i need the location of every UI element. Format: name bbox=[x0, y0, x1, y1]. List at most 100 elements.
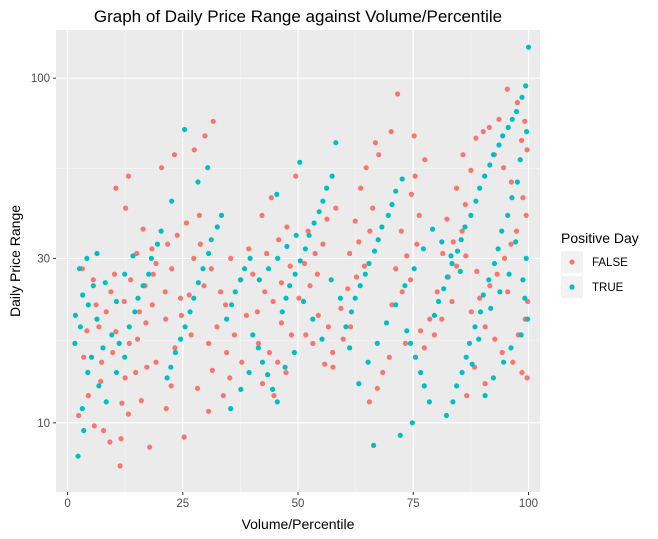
point-false bbox=[162, 289, 168, 295]
point-false bbox=[322, 361, 328, 367]
point-false bbox=[255, 340, 261, 346]
point-true bbox=[525, 44, 532, 50]
point-false bbox=[523, 212, 529, 218]
point-true bbox=[102, 280, 108, 286]
point-true bbox=[383, 320, 390, 326]
point-true bbox=[473, 198, 479, 204]
point-false bbox=[510, 359, 516, 365]
point-true bbox=[385, 212, 391, 218]
point-true bbox=[488, 305, 494, 311]
point-false bbox=[76, 412, 82, 419]
point-false bbox=[224, 349, 230, 356]
point-true bbox=[491, 260, 497, 267]
point-true bbox=[270, 386, 276, 392]
point-false bbox=[134, 250, 140, 257]
point-true bbox=[172, 349, 178, 356]
point-true bbox=[302, 246, 308, 252]
point-false bbox=[266, 349, 272, 356]
point-true bbox=[282, 364, 288, 370]
point-true bbox=[320, 198, 326, 204]
point-true bbox=[352, 295, 358, 301]
point-true bbox=[490, 152, 496, 158]
point-true bbox=[297, 159, 303, 165]
point-false bbox=[524, 147, 530, 153]
point-true bbox=[255, 345, 261, 351]
point-false bbox=[487, 283, 493, 289]
point-false bbox=[450, 239, 456, 245]
point-true bbox=[468, 212, 474, 218]
point-false bbox=[494, 271, 500, 277]
point-true bbox=[214, 224, 220, 230]
point-true bbox=[279, 309, 285, 315]
point-true bbox=[206, 250, 212, 257]
legend-label-true: TRUE bbox=[592, 282, 624, 294]
point-false bbox=[314, 271, 320, 277]
point-true bbox=[187, 309, 193, 315]
point-false bbox=[125, 411, 131, 417]
point-false bbox=[474, 268, 480, 274]
point-false bbox=[165, 241, 171, 247]
point-false bbox=[422, 157, 428, 163]
point-false bbox=[186, 292, 192, 298]
point-true bbox=[523, 255, 529, 261]
point-true bbox=[343, 324, 349, 330]
point-true bbox=[490, 375, 496, 381]
point-true bbox=[375, 237, 381, 243]
point-true bbox=[85, 369, 91, 376]
point-true bbox=[457, 268, 463, 274]
point-false bbox=[486, 124, 492, 130]
point-true bbox=[195, 280, 201, 286]
point-true bbox=[113, 369, 119, 376]
point-true bbox=[426, 399, 432, 405]
point-false bbox=[178, 312, 184, 318]
point-true bbox=[259, 359, 266, 365]
point-true bbox=[238, 386, 244, 392]
point-true bbox=[509, 116, 515, 122]
point-true bbox=[140, 283, 146, 289]
point-false bbox=[404, 253, 410, 259]
point-false bbox=[276, 237, 282, 243]
point-true bbox=[208, 237, 214, 243]
point-true bbox=[100, 345, 106, 351]
point-true bbox=[444, 274, 450, 280]
point-true bbox=[477, 309, 484, 315]
point-true bbox=[486, 277, 492, 283]
point-true bbox=[505, 212, 511, 218]
point-true bbox=[168, 364, 174, 370]
point-true bbox=[80, 292, 86, 298]
point-false bbox=[333, 205, 339, 211]
point-true bbox=[389, 201, 395, 208]
point-false bbox=[370, 205, 376, 211]
point-false bbox=[183, 220, 189, 226]
point-true bbox=[329, 173, 335, 179]
point-false bbox=[135, 336, 141, 342]
y-axis-ticks: 10 30 100 bbox=[31, 73, 56, 430]
point-true bbox=[418, 369, 424, 376]
point-true bbox=[116, 340, 122, 346]
point-false bbox=[96, 324, 102, 330]
point-false bbox=[287, 263, 293, 269]
point-false bbox=[136, 309, 142, 315]
point-false bbox=[353, 274, 360, 280]
point-false bbox=[347, 324, 354, 330]
point-true bbox=[393, 302, 399, 308]
point-false bbox=[421, 345, 427, 351]
point-true bbox=[265, 372, 271, 378]
point-false bbox=[374, 385, 380, 391]
point-false bbox=[143, 320, 149, 326]
point-true bbox=[459, 369, 465, 376]
point-false bbox=[325, 324, 331, 330]
point-true bbox=[228, 406, 234, 412]
point-false bbox=[246, 246, 252, 252]
point-true bbox=[316, 209, 322, 215]
point-false bbox=[468, 309, 474, 315]
point-false bbox=[293, 173, 299, 179]
point-true bbox=[79, 406, 85, 412]
legend-entries: FALSE TRUE bbox=[561, 251, 628, 298]
point-false bbox=[499, 349, 505, 356]
point-true bbox=[347, 345, 353, 351]
point-false bbox=[454, 185, 460, 191]
point-false bbox=[103, 309, 109, 315]
x-axis-ticks: 0 25 50 75 100 bbox=[64, 492, 538, 510]
point-false bbox=[188, 332, 194, 338]
